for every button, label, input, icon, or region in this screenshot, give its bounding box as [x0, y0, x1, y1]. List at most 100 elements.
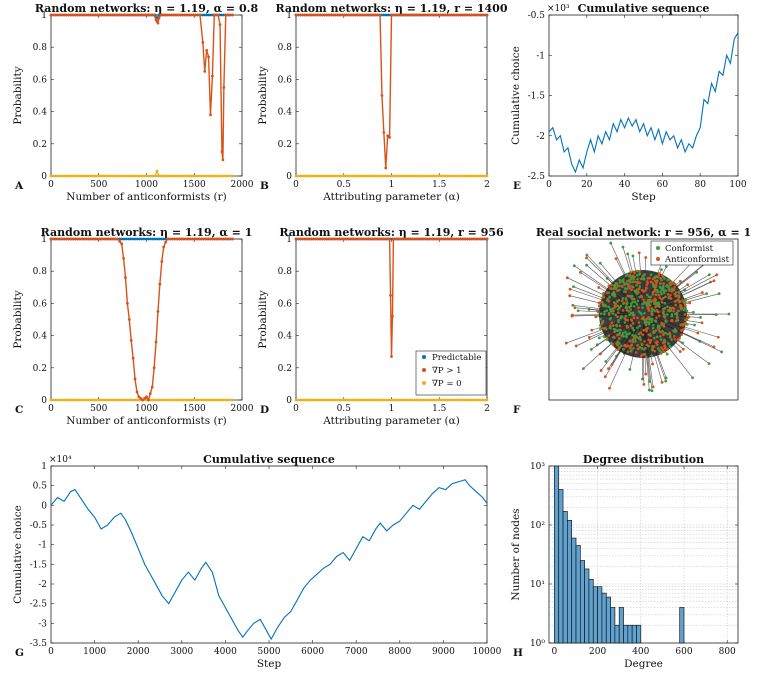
network-node — [617, 337, 621, 340]
y-axis-label: Probability — [257, 290, 269, 348]
data-point — [373, 174, 377, 178]
data-point — [424, 398, 427, 402]
network-node — [657, 347, 660, 350]
data-point — [479, 237, 482, 241]
network-node — [664, 331, 667, 335]
network-node — [660, 298, 663, 301]
network-node — [661, 329, 664, 333]
network-node — [670, 313, 674, 316]
y-tick-label: 0 — [41, 172, 47, 182]
data-point — [481, 398, 485, 402]
network-node — [620, 284, 624, 288]
network-node — [633, 280, 637, 284]
data-point — [368, 237, 372, 241]
data-point — [402, 174, 405, 178]
network-node — [610, 341, 613, 345]
network-node — [675, 313, 679, 316]
y-tick-label: 0.2 — [33, 364, 47, 374]
data-point — [197, 237, 201, 241]
data-point — [98, 174, 102, 178]
data-point — [131, 237, 135, 241]
y-tick-label: 0.8 — [278, 267, 293, 277]
data-point — [122, 174, 126, 178]
x-tick-label: 2000 — [231, 404, 254, 414]
network-node — [670, 314, 674, 318]
data-point — [363, 13, 366, 17]
network-node — [691, 310, 695, 314]
network-node — [625, 301, 629, 305]
data-point — [384, 174, 388, 178]
data-point — [60, 13, 64, 17]
data-point — [320, 174, 324, 178]
network-node — [641, 274, 645, 278]
network-node — [669, 294, 672, 297]
x-axis-label: Step — [257, 658, 282, 670]
network-node — [644, 355, 648, 359]
network-node — [674, 329, 678, 333]
legend-entry: ∇P > 1 — [432, 366, 462, 376]
network-node — [665, 305, 669, 308]
y-tick-label: 0.4 — [278, 332, 293, 342]
network-node — [673, 292, 676, 296]
data-point — [386, 134, 390, 138]
network-node — [670, 319, 673, 322]
network-node — [612, 287, 616, 290]
network-node — [613, 336, 616, 339]
x-tick-label: 80 — [694, 180, 706, 190]
network-node — [616, 300, 619, 303]
data-point — [344, 237, 348, 241]
data-point — [62, 398, 66, 402]
data-point — [349, 174, 353, 178]
data-point — [154, 340, 158, 344]
data-point — [215, 237, 219, 241]
network-node — [604, 303, 607, 307]
network-node — [590, 328, 594, 332]
data-point — [312, 13, 316, 17]
data-point — [345, 174, 348, 178]
network-node — [655, 343, 659, 346]
network-node — [617, 284, 621, 288]
network-node — [607, 305, 610, 308]
data-point — [54, 174, 57, 178]
network-node — [677, 294, 681, 298]
data-point — [358, 398, 362, 402]
data-point — [441, 398, 445, 402]
network-node — [652, 284, 655, 287]
network-node — [612, 294, 616, 298]
network-node — [681, 299, 685, 302]
network-node — [659, 338, 663, 341]
network-node — [612, 309, 615, 313]
data-point — [87, 237, 91, 241]
histogram-bar — [627, 624, 633, 644]
network-node — [663, 316, 667, 319]
data-point — [481, 13, 484, 17]
data-point — [129, 174, 133, 178]
x-tick-label: 1500 — [183, 180, 206, 190]
data-point — [485, 237, 489, 241]
data-point — [382, 174, 386, 178]
data-point — [138, 237, 141, 241]
network-node — [707, 273, 711, 277]
data-point — [146, 13, 149, 17]
network-node — [678, 350, 682, 353]
data-point — [209, 174, 213, 178]
data-point — [347, 398, 351, 402]
data-point — [374, 13, 378, 17]
network-node — [635, 283, 638, 287]
network-node — [607, 313, 611, 316]
data-point — [202, 174, 206, 178]
data-point — [369, 13, 373, 17]
data-point — [186, 398, 190, 402]
data-point — [71, 13, 75, 17]
data-point — [97, 13, 101, 17]
network-node — [651, 292, 654, 296]
network-node — [600, 300, 604, 304]
data-point — [149, 398, 152, 402]
data-point — [108, 13, 112, 17]
histogram-bar — [679, 607, 685, 644]
network-node — [605, 291, 609, 295]
data-point — [478, 13, 482, 17]
data-point — [166, 398, 170, 402]
data-point — [463, 237, 467, 241]
data-point — [483, 237, 487, 241]
